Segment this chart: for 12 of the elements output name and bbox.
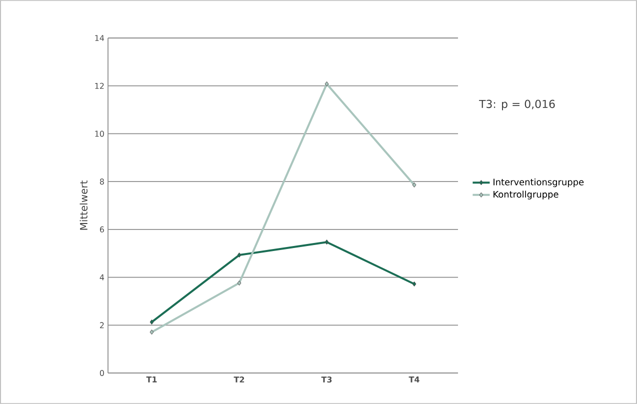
point — [412, 182, 416, 188]
text: T3: p = 0,016 — [479, 100, 555, 110]
point — [150, 319, 154, 325]
point — [324, 240, 329, 245]
y-axis-title: Mittelwert — [80, 180, 88, 230]
legend-label: Interventionsgruppe — [494, 178, 584, 188]
point — [324, 81, 329, 86]
legend-label: Kontrollgruppe — [494, 190, 558, 200]
point — [150, 330, 154, 335]
point — [237, 252, 242, 258]
point — [412, 281, 416, 287]
point — [237, 280, 242, 286]
